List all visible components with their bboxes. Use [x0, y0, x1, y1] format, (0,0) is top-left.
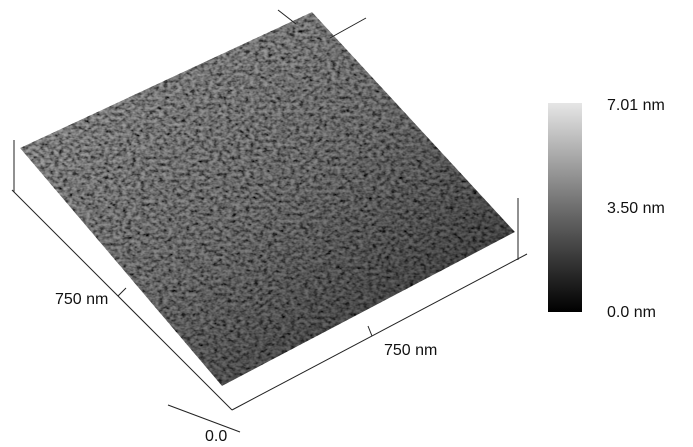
colorbar: [548, 103, 582, 312]
y-axis-label: 750 nm: [384, 342, 437, 359]
afm-figure: 750 nm 750 nm 0.0 7.01 nm 3.50 nm 0.0 nm: [0, 0, 693, 447]
colorbar-min: 0.0 nm: [607, 304, 656, 321]
origin-label: 0.0: [205, 428, 227, 445]
surface: [20, 12, 515, 386]
colorbar-max: 7.01 nm: [607, 97, 665, 114]
x-axis-label: 750 nm: [55, 291, 108, 308]
colorbar-mid: 3.50 nm: [607, 200, 665, 217]
